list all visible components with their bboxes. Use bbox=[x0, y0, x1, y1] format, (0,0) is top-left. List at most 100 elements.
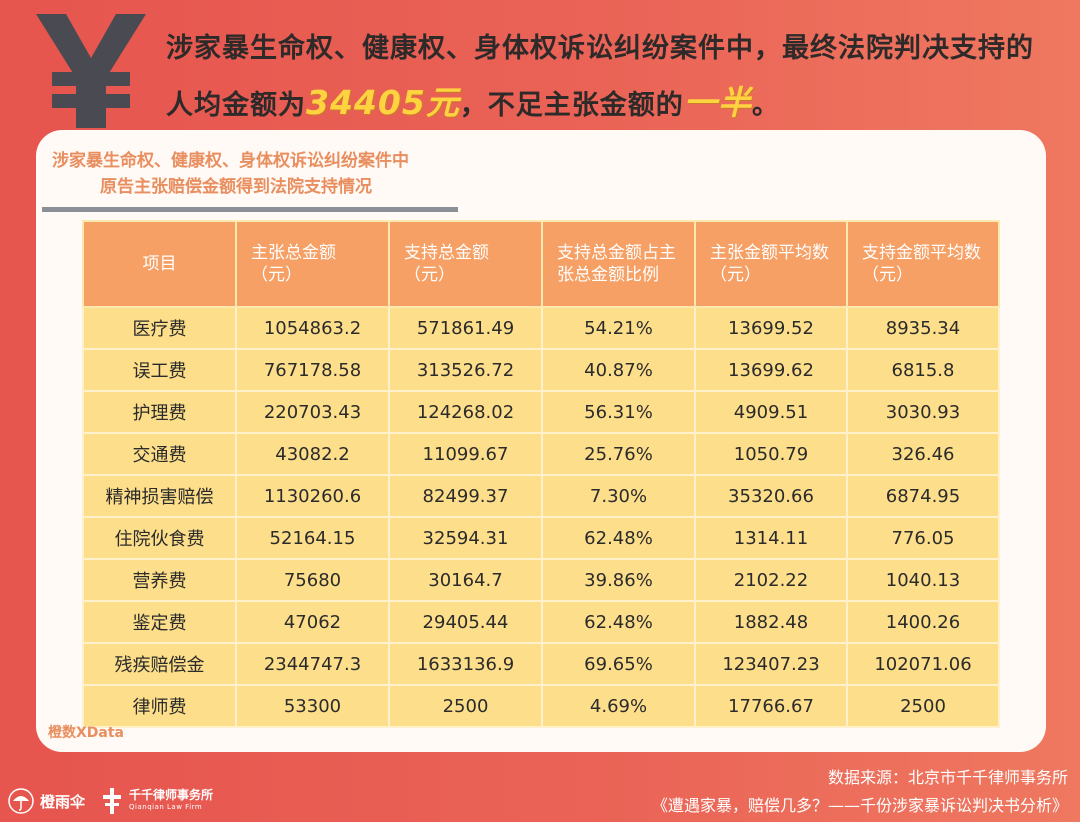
table-row: 住院伙食费 52164.15 32594.31 62.48% 1314.11 776.05 bbox=[82, 516, 1000, 560]
table-cell: 25.76% bbox=[541, 432, 696, 476]
table-cell: 7.30% bbox=[541, 474, 696, 518]
table-title-line2: 原告主张赔偿金额得到法院支持情况 bbox=[100, 177, 372, 197]
table-cell: 75680 bbox=[235, 558, 390, 602]
headline-text-2: ，不足主张金额的 bbox=[459, 90, 684, 121]
table-cell: 47062 bbox=[235, 600, 390, 644]
source-credit: 数据来源：北京市千千律师事务所 《遭遇家暴，赔偿几多？——千份涉家暴诉讼判决书分… bbox=[652, 764, 1068, 820]
table-row: 交通费 43082.2 11099.67 25.76% 1050.79 326.46 bbox=[82, 432, 1000, 476]
table-cell: 1633136.9 bbox=[388, 642, 543, 686]
law-firm-logo-icon bbox=[103, 788, 122, 814]
table-cell: 1054863.2 bbox=[235, 306, 390, 350]
table-cell: 8935.34 bbox=[846, 306, 1000, 350]
table-cell: 4.69% bbox=[541, 684, 696, 728]
table-row: 残疾赔偿金 2344747.3 1633136.9 69.65% 123407.23 10… bbox=[82, 642, 1000, 686]
table-cell: 1050.79 bbox=[694, 432, 848, 476]
title-underline bbox=[42, 207, 458, 212]
table-cell: 住院伙食费 bbox=[82, 516, 237, 560]
source-tag: 橙数XData bbox=[48, 725, 125, 741]
brand-name-umbrella: 橙雨伞 bbox=[40, 792, 86, 811]
headline-emphasis: 一半 bbox=[683, 83, 752, 122]
table-row: 鉴定费 47062 29405.44 62.48% 1882.48 1400.26 bbox=[82, 600, 1000, 644]
table-row: 误工费 767178.58 313526.72 40.87% 13699.62 6815.… bbox=[82, 348, 1000, 392]
table-cell: 1130260.6 bbox=[235, 474, 390, 518]
table-cell: 1882.48 bbox=[694, 600, 848, 644]
footer-logos: 橙雨伞 千千律师事务所 Qianqian Law Firm bbox=[8, 786, 213, 816]
table-cell: 220703.43 bbox=[235, 390, 390, 434]
table-cell: 54.21% bbox=[541, 306, 696, 350]
table-cell: 62.48% bbox=[541, 600, 696, 644]
table-cell: 残疾赔偿金 bbox=[82, 642, 237, 686]
table-cell: 1314.11 bbox=[694, 516, 848, 560]
table-cell: 62.48% bbox=[541, 516, 696, 560]
table-row: 医疗费 1054863.2 571861.49 54.21% 13699.52 8935.… bbox=[82, 306, 1000, 350]
table-cell: 767178.58 bbox=[235, 348, 390, 392]
column-header: 支持总金额占主张总金额比例 bbox=[541, 220, 696, 308]
headline-text-3: 。 bbox=[751, 90, 780, 121]
table-cell: 医疗费 bbox=[82, 306, 237, 350]
table-cell: 82499.37 bbox=[388, 474, 543, 518]
table-cell: 4909.51 bbox=[694, 390, 848, 434]
table-cell: 2500 bbox=[846, 684, 1000, 728]
table-cell: 1400.26 bbox=[846, 600, 1000, 644]
table-cell: 53300 bbox=[235, 684, 390, 728]
column-header: 主张金额平均数（元） bbox=[694, 220, 848, 308]
table-header-row: 项目 主张总金额（元） 支持总金额（元） 支持总金额占主张总金额比例 主张金额平… bbox=[82, 220, 1000, 308]
table-cell: 13699.52 bbox=[694, 306, 848, 350]
table-cell: 6874.95 bbox=[846, 474, 1000, 518]
table-row: 律师费 53300 2500 4.69% 17766.67 2500 bbox=[82, 684, 1000, 728]
table-cell: 32594.31 bbox=[388, 516, 543, 560]
table-row: 营养费 75680 30164.7 39.86% 2102.22 1040.13 bbox=[82, 558, 1000, 602]
table-cell: 69.65% bbox=[541, 642, 696, 686]
table-cell: 102071.06 bbox=[846, 642, 1000, 686]
credit-line-1: 数据来源：北京市千千律师事务所 bbox=[827, 768, 1068, 787]
table-cell: 17766.67 bbox=[694, 684, 848, 728]
table-body: 医疗费 1054863.2 571861.49 54.21% 13699.52 8935.… bbox=[82, 306, 1000, 728]
credit-line-2: 《遭遇家暴，赔偿几多？——千份涉家暴诉讼判决书分析》 bbox=[651, 796, 1068, 815]
headline-text-1: 涉家暴生命权、健康权、身体权诉讼纠纷案件中，最终法院判决支持的人均金额为 bbox=[166, 33, 1034, 121]
law-firm-english-name: Qianqian Law Firm bbox=[129, 803, 203, 811]
table-cell: 39.86% bbox=[541, 558, 696, 602]
table-cell: 571861.49 bbox=[388, 306, 543, 350]
table-cell: 326.46 bbox=[846, 432, 1000, 476]
umbrella-icon bbox=[8, 788, 34, 814]
table-row: 精神损害赔偿 1130260.6 82499.37 7.30% 35320.66 6874… bbox=[82, 474, 1000, 518]
table-cell: 2102.22 bbox=[694, 558, 848, 602]
law-firm-brand: 千千律师事务所 Qianqian Law Firm bbox=[129, 789, 213, 813]
table-cell: 35320.66 bbox=[694, 474, 848, 518]
table-title-line1: 涉家暴生命权、健康权、身体权诉讼纠纷案件中 bbox=[52, 151, 409, 171]
yen-icon bbox=[36, 14, 146, 128]
table-row: 护理费 220703.43 124268.02 56.31% 4909.51 3030.9… bbox=[82, 390, 1000, 434]
data-table: 项目 主张总金额（元） 支持总金额（元） 支持总金额占主张总金额比例 主张金额平… bbox=[82, 220, 1000, 728]
table-cell: 律师费 bbox=[82, 684, 237, 728]
table-cell: 313526.72 bbox=[388, 348, 543, 392]
table-cell: 123407.23 bbox=[694, 642, 848, 686]
table-cell: 2344747.3 bbox=[235, 642, 390, 686]
table-cell: 11099.67 bbox=[388, 432, 543, 476]
table-cell: 52164.15 bbox=[235, 516, 390, 560]
headline-amount: 34405元 bbox=[306, 83, 460, 122]
table-cell: 13699.62 bbox=[694, 348, 848, 392]
table-cell: 精神损害赔偿 bbox=[82, 474, 237, 518]
headline: 涉家暴生命权、健康权、身体权诉讼纠纷案件中，最终法院判决支持的人均金额为3440… bbox=[166, 22, 1046, 133]
column-header: 支持金额平均数（元） bbox=[846, 220, 1000, 308]
table-cell: 29405.44 bbox=[388, 600, 543, 644]
table-cell: 2500 bbox=[388, 684, 543, 728]
law-firm-name: 千千律师事务所 bbox=[129, 788, 214, 802]
table-cell: 误工费 bbox=[82, 348, 237, 392]
table-cell: 1040.13 bbox=[846, 558, 1000, 602]
table-cell: 交通费 bbox=[82, 432, 237, 476]
table-cell: 6815.8 bbox=[846, 348, 1000, 392]
table-title: 涉家暴生命权、健康权、身体权诉讼纠纷案件中 原告主张赔偿金额得到法院支持情况 bbox=[52, 148, 492, 200]
column-header: 支持总金额（元） bbox=[388, 220, 543, 308]
column-header: 项目 bbox=[82, 220, 237, 308]
table-cell: 鉴定费 bbox=[82, 600, 237, 644]
table-cell: 3030.93 bbox=[846, 390, 1000, 434]
table-cell: 营养费 bbox=[82, 558, 237, 602]
table-cell: 护理费 bbox=[82, 390, 237, 434]
table-cell: 776.05 bbox=[846, 516, 1000, 560]
table-cell: 43082.2 bbox=[235, 432, 390, 476]
table-cell: 40.87% bbox=[541, 348, 696, 392]
table-cell: 30164.7 bbox=[388, 558, 543, 602]
column-header: 主张总金额（元） bbox=[235, 220, 390, 308]
table-cell: 124268.02 bbox=[388, 390, 543, 434]
